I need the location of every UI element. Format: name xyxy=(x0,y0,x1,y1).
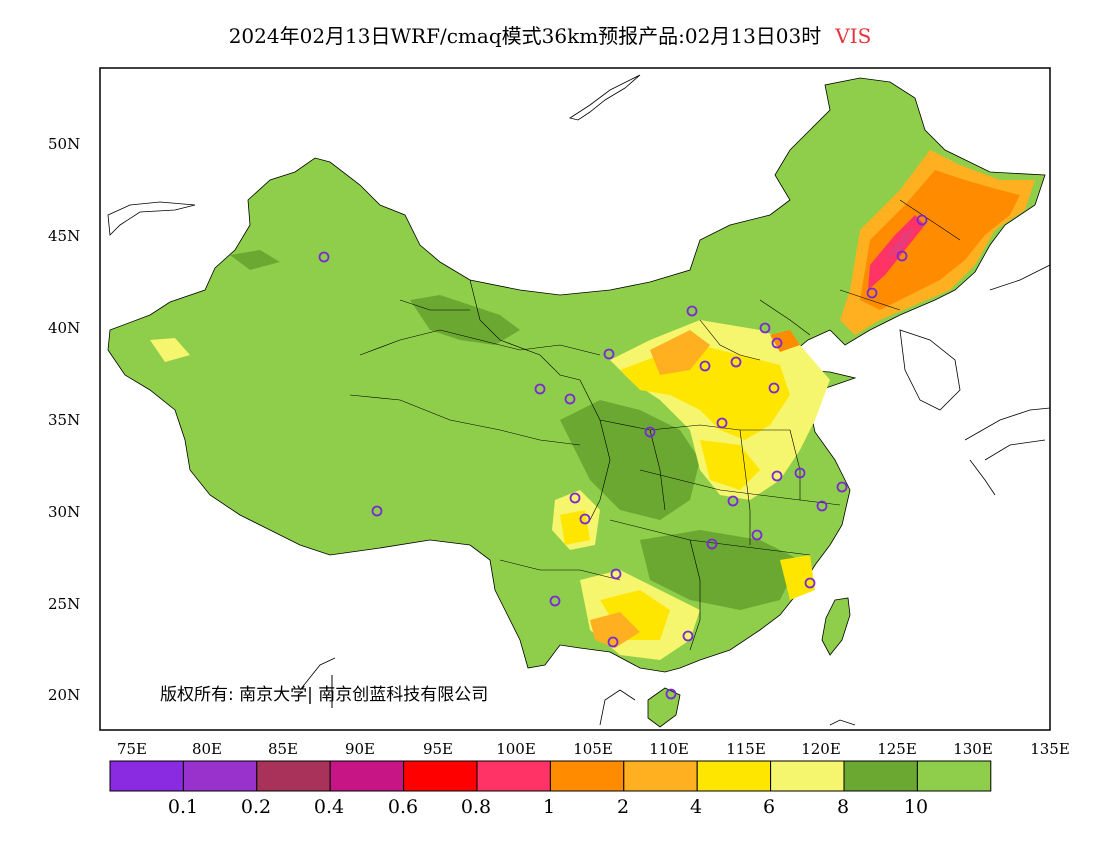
colorbar-label-4: 4 xyxy=(689,796,703,818)
colorbar-label-0-4: 0.4 xyxy=(313,796,345,818)
colorbar-label-10: 10 xyxy=(903,796,929,818)
colorbar-segment xyxy=(549,760,625,792)
colorbar-segment xyxy=(109,760,184,792)
lon-label-115e: 115E xyxy=(726,740,766,758)
colorbar-segment xyxy=(329,760,405,792)
colorbar xyxy=(109,760,992,792)
colorbar-segment xyxy=(403,760,478,792)
station-markers xyxy=(318,214,928,700)
colorbar-segment xyxy=(256,760,331,792)
colorbar-segment xyxy=(182,760,258,792)
china-landmass xyxy=(107,77,1046,673)
lat-label-40n: 40N xyxy=(48,319,81,337)
lon-label-105e: 105E xyxy=(573,740,613,758)
neighbour-outlines xyxy=(107,74,1051,726)
colorbar-segment xyxy=(770,760,845,792)
lat-label-35n: 35N xyxy=(48,411,81,429)
copyright-notice: 版权所有: 南京大学| 南京创蓝科技有限公司 xyxy=(160,685,489,705)
colorbar-label-0-8: 0.8 xyxy=(460,796,492,818)
lon-label-100e: 100E xyxy=(496,740,536,758)
province-boundaries xyxy=(349,199,961,651)
lon-label-75e: 75E xyxy=(116,740,148,758)
lon-label-90e: 90E xyxy=(344,740,376,758)
lon-label-135e: 135E xyxy=(1030,740,1070,758)
lat-label-45n: 45N xyxy=(48,227,81,245)
lon-label-130e: 130E xyxy=(953,740,993,758)
colorbar-label-6: 6 xyxy=(762,796,776,818)
lat-label-25n: 25N xyxy=(48,595,81,613)
colorbar-segment xyxy=(843,760,918,792)
colorbar-label-1: 1 xyxy=(542,796,556,818)
lat-label-20n: 20N xyxy=(48,686,81,704)
lon-label-125e: 125E xyxy=(877,740,917,758)
dark-green-areas xyxy=(230,250,800,610)
lon-label-80e: 80E xyxy=(191,740,223,758)
colorbar-segment xyxy=(916,760,992,792)
taiwan-island xyxy=(821,597,851,656)
colorbar-segment xyxy=(476,760,551,792)
orange-zones xyxy=(770,170,1020,352)
title-text: 2024年02月13日WRF/cmaq模式36km预报产品:02月13日03时 xyxy=(228,24,822,48)
lat-label-50n: 50N xyxy=(48,135,81,153)
title-variable: VIS xyxy=(835,24,872,48)
red-zones xyxy=(868,215,925,290)
lat-label-30n: 30N xyxy=(48,503,81,521)
lon-label-120e: 120E xyxy=(801,740,841,758)
map-title: 2024年02月13日WRF/cmaq模式36km预报产品:02月13日03时 V… xyxy=(0,20,1100,49)
colorbar-label-0-2: 0.2 xyxy=(240,796,272,818)
lon-label-95e: 95E xyxy=(422,740,454,758)
colorbar-label-2: 2 xyxy=(616,796,630,818)
colorbar-label-8: 8 xyxy=(836,796,850,818)
colorbar-segment xyxy=(696,760,772,792)
colorbar-label-0-1: 0.1 xyxy=(167,796,199,818)
lon-label-110e: 110E xyxy=(649,740,689,758)
colorbar-label-0-6: 0.6 xyxy=(387,796,419,818)
colorbar-segment xyxy=(623,760,698,792)
lon-label-85e: 85E xyxy=(267,740,299,758)
